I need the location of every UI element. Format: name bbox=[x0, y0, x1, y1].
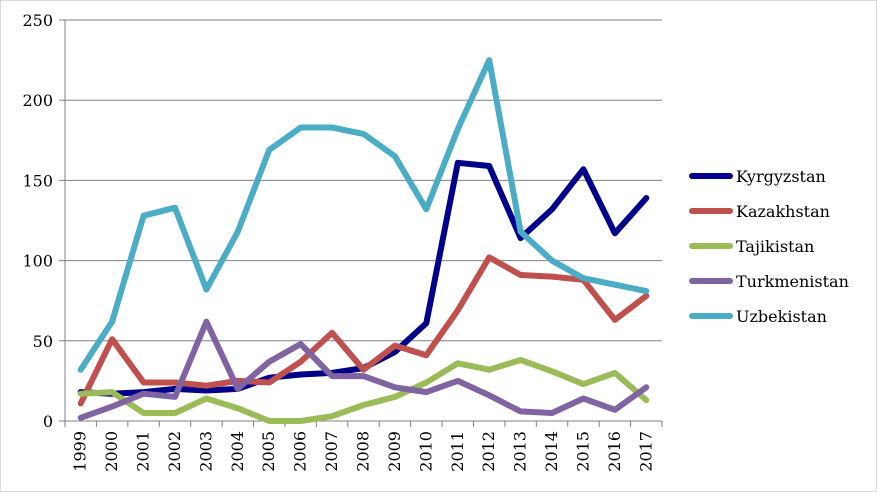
legend-label-uzbekistan: Uzbekistan bbox=[736, 307, 827, 326]
x-tick-label: 2002 bbox=[165, 431, 184, 472]
x-tick-label: 2005 bbox=[259, 431, 278, 472]
x-tick-label: 2014 bbox=[542, 431, 561, 472]
x-tick-label: 2007 bbox=[322, 431, 341, 472]
legend: Kyrgyzstan Kazakhstan Tajikistan Turkmenist… bbox=[689, 167, 849, 326]
y-tick-label: 200 bbox=[22, 91, 53, 110]
x-tick-label: 2010 bbox=[416, 431, 435, 472]
x-tick-label: 1999 bbox=[71, 431, 90, 472]
x-tick-label: 2004 bbox=[228, 431, 247, 472]
series-lines bbox=[77, 57, 650, 424]
x-tick-label: 2000 bbox=[102, 431, 121, 472]
legend-label-kazakhstan: Kazakhstan bbox=[736, 202, 830, 221]
legend-label-kyrgyzstan: Kyrgyzstan bbox=[736, 167, 826, 186]
y-tick-label: 150 bbox=[22, 171, 53, 190]
x-axis-tick-labels: 1999 2000 2001 2002 2003 2004 2005 2006 2007 2008… bbox=[71, 431, 656, 472]
x-tick-label: 2013 bbox=[511, 431, 530, 472]
series-line-uzbekistan bbox=[77, 57, 650, 373]
legend-label-tajikistan: Tajikistan bbox=[736, 237, 814, 256]
series-line-turkmenistan bbox=[77, 318, 650, 421]
y-tick-label: 100 bbox=[22, 252, 53, 271]
x-tick-label: 2012 bbox=[479, 431, 498, 472]
x-tick-label: 2006 bbox=[291, 431, 310, 472]
series-line-tajikistan bbox=[77, 357, 650, 424]
x-tick-label: 2011 bbox=[448, 431, 467, 472]
grid-lines bbox=[65, 19, 662, 342]
y-tick-label: 250 bbox=[22, 11, 53, 30]
y-tick-label: 50 bbox=[33, 332, 53, 351]
x-tick-label: 2015 bbox=[573, 431, 592, 472]
x-tick-label: 2008 bbox=[354, 431, 373, 472]
x-tick-label: 2003 bbox=[196, 431, 215, 472]
x-tick-label: 2009 bbox=[385, 431, 404, 472]
axes bbox=[59, 19, 663, 427]
x-tick-label: 2016 bbox=[605, 431, 624, 472]
x-tick-label: 2001 bbox=[134, 431, 153, 472]
y-tick-label: 0 bbox=[43, 412, 53, 431]
legend-label-turkmenistan: Turkmenistan bbox=[736, 272, 849, 291]
x-tick-label: 2017 bbox=[636, 431, 655, 472]
series-line-kazakhstan bbox=[77, 254, 650, 407]
y-axis-tick-labels: 0 50 100 150 200 250 bbox=[22, 11, 53, 431]
